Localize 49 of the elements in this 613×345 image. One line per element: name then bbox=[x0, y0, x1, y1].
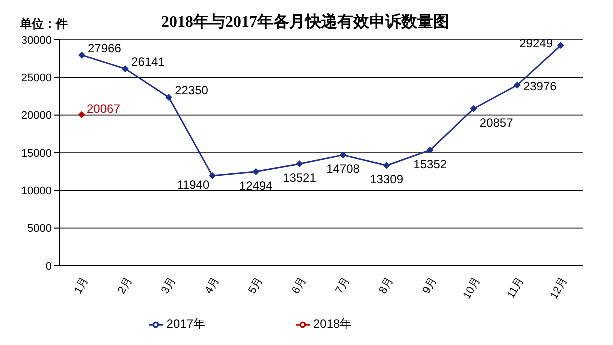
x-tick-label: 11月 bbox=[505, 275, 527, 301]
x-tick-label: 3月 bbox=[160, 275, 178, 296]
point bbox=[78, 111, 86, 118]
point bbox=[383, 162, 390, 170]
point bbox=[558, 42, 564, 50]
data-label: 12494 bbox=[239, 178, 274, 193]
x-tick-label: 1月 bbox=[72, 275, 92, 296]
point bbox=[209, 172, 216, 180]
y-tick-label: 5000 bbox=[28, 223, 52, 236]
point bbox=[426, 146, 434, 154]
point bbox=[340, 152, 347, 159]
point bbox=[296, 160, 304, 168]
legend-label: 2017年 bbox=[166, 317, 206, 331]
x-tick-label: 8月 bbox=[377, 275, 396, 296]
data-label: 15352 bbox=[414, 157, 448, 172]
y-tick-label: 0 bbox=[46, 260, 52, 273]
data-label: 26141 bbox=[132, 55, 166, 70]
data-label: 27966 bbox=[88, 41, 122, 56]
y-tick-label: 30000 bbox=[21, 34, 52, 47]
chart-title: 2018年与2017年各月快递有效申诉数量图 bbox=[162, 14, 450, 31]
x-tick-label: 10月 bbox=[461, 275, 484, 302]
legend-label: 2018年 bbox=[314, 317, 352, 331]
y-tick-label: 10000 bbox=[21, 186, 52, 198]
data-label: 14708 bbox=[326, 162, 360, 176]
point bbox=[122, 66, 130, 73]
point bbox=[514, 82, 521, 89]
data-label: 20857 bbox=[480, 116, 514, 130]
data-label: 13521 bbox=[283, 171, 317, 186]
y-axis-title: 单位：件 bbox=[20, 16, 68, 33]
point bbox=[470, 105, 478, 112]
data-label: 11940 bbox=[177, 178, 210, 192]
x-tick-label: 4月 bbox=[203, 275, 222, 296]
data-label: 22350 bbox=[175, 84, 209, 98]
data-label: 13309 bbox=[370, 172, 404, 187]
data-label: 29249 bbox=[520, 36, 554, 51]
x-tick-label: 2月 bbox=[116, 275, 135, 296]
x-tick-label: 12月 bbox=[548, 275, 570, 302]
data-label: 23976 bbox=[523, 79, 558, 94]
x-tick-label: 5月 bbox=[246, 275, 266, 296]
y-tick-label: 15000 bbox=[21, 148, 52, 160]
data-label: 20067 bbox=[87, 102, 121, 116]
point bbox=[252, 168, 260, 176]
x-tick-label: 7月 bbox=[334, 275, 353, 296]
y-tick-label: 25000 bbox=[21, 72, 52, 85]
point bbox=[78, 52, 86, 59]
y-tick-label: 20000 bbox=[21, 110, 52, 122]
x-tick-label: 6月 bbox=[290, 275, 310, 296]
point bbox=[166, 94, 173, 102]
x-tick-label: 9月 bbox=[420, 275, 440, 296]
